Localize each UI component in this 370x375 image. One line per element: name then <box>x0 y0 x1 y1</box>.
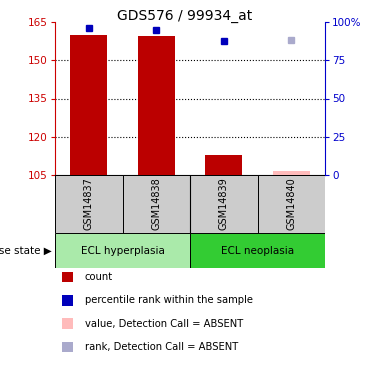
Text: percentile rank within the sample: percentile rank within the sample <box>85 295 253 305</box>
FancyBboxPatch shape <box>258 175 325 233</box>
Text: GSM14837: GSM14837 <box>84 178 94 230</box>
Text: count: count <box>85 272 113 282</box>
FancyBboxPatch shape <box>190 175 258 233</box>
Text: GSM14838: GSM14838 <box>151 178 161 230</box>
FancyBboxPatch shape <box>55 233 190 268</box>
Text: ECL neoplasia: ECL neoplasia <box>221 246 294 255</box>
Bar <box>205 154 242 175</box>
FancyBboxPatch shape <box>122 175 190 233</box>
Bar <box>138 36 175 175</box>
Text: GSM14840: GSM14840 <box>286 178 296 230</box>
Text: GSM14839: GSM14839 <box>219 178 229 230</box>
Bar <box>273 171 310 175</box>
Text: GDS576 / 99934_at: GDS576 / 99934_at <box>117 9 253 23</box>
Bar <box>70 35 107 175</box>
Text: rank, Detection Call = ABSENT: rank, Detection Call = ABSENT <box>85 342 238 352</box>
FancyBboxPatch shape <box>55 175 122 233</box>
Text: value, Detection Call = ABSENT: value, Detection Call = ABSENT <box>85 318 243 328</box>
Text: disease state ▶: disease state ▶ <box>0 246 51 255</box>
FancyBboxPatch shape <box>190 233 325 268</box>
Text: ECL hyperplasia: ECL hyperplasia <box>81 246 164 255</box>
